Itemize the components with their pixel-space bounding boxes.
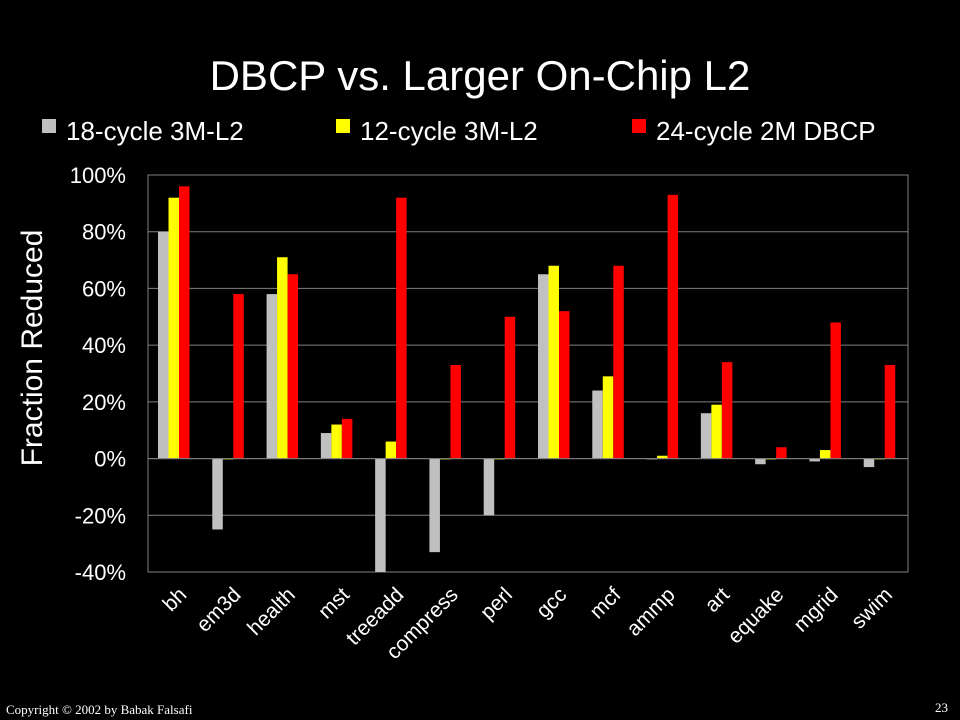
legend-label: 24-cycle 2M DBCP (656, 116, 876, 146)
bar-gcc-series-2 (548, 265, 559, 459)
bar-mst-series-3 (341, 418, 353, 459)
bar-health-series-3 (287, 274, 299, 459)
bar-bh-series-1 (158, 231, 169, 459)
bar-mgrid-series-1 (809, 458, 820, 462)
legend-label: 12-cycle 3M-L2 (360, 116, 538, 146)
y-tick-label: -20% (75, 503, 126, 528)
y-tick-label: 20% (82, 390, 126, 415)
bar-mst-series-1 (320, 433, 332, 459)
gridlines (148, 231, 908, 516)
bar-mgrid-series-2 (819, 450, 831, 459)
bar-art-series-3 (721, 362, 733, 459)
bar-gcc-series-1 (538, 274, 549, 459)
y-axis-title: Fraction Reduced (16, 230, 49, 467)
y-tick-label: 0% (94, 447, 126, 472)
bar-swim-series-3 (884, 364, 896, 459)
x-category-label: ammp (622, 583, 680, 641)
x-category-label: mcf (585, 583, 625, 623)
x-category-label: art (701, 583, 735, 617)
bar-mgrid-series-3 (830, 322, 841, 459)
y-tick-label: 80% (82, 220, 126, 245)
bar-em3d-series-3 (233, 294, 244, 459)
bar-bh-series-3 (179, 186, 190, 459)
bar-bh-series-2 (168, 197, 179, 459)
y-tick-label: -40% (75, 560, 126, 585)
x-category-label: bh (159, 583, 192, 616)
x-category-label: gcc (532, 583, 571, 622)
bar-mcf-series-2 (602, 376, 614, 459)
bar-health-series-1 (266, 294, 278, 459)
slide-title: DBCP vs. Larger On-Chip L2 (210, 52, 751, 99)
page-number: 23 (935, 700, 948, 715)
x-category-label: swim (847, 583, 897, 633)
legend: 18-cycle 3M-L2 12-cycle 3M-L2 24-cycle 2M … (42, 116, 876, 146)
bar-equake-series-3 (776, 447, 787, 459)
copyright: Copyright © 2002 by Babak Falsafi (6, 702, 193, 717)
bar-art-series-1 (700, 413, 712, 459)
plot-frame (147, 174, 909, 573)
legend-label: 18-cycle 3M-L2 (66, 116, 244, 146)
bar-health-series-2 (277, 257, 288, 459)
x-category-label: em3d (192, 583, 245, 636)
bar-treeadd-series-1 (375, 458, 386, 572)
bar-compress-series-1 (429, 458, 440, 553)
y-tick-label: 100% (70, 163, 126, 188)
bar-swim-series-1 (863, 458, 875, 468)
bar-perl-series-3 (504, 316, 516, 459)
bar-ammp-series-2 (657, 455, 668, 459)
bar-mcf-series-3 (613, 265, 624, 459)
x-category-label: equake (723, 583, 788, 648)
bar-mst-series-2 (331, 424, 342, 459)
bar-em3d-series-1 (212, 458, 223, 530)
legend-swatch (336, 119, 350, 133)
bar-treeadd-series-2 (385, 441, 397, 459)
y-tick-label: 60% (82, 276, 126, 301)
x-category-label: perl (476, 583, 517, 624)
bars (158, 186, 896, 572)
legend-swatch (42, 119, 56, 133)
bar-ammp-series-3 (667, 194, 679, 459)
bar-equake-series-1 (755, 458, 766, 465)
y-axis-ticks: 100% 80% 60% 40% 20% 0% -20% -40% (70, 163, 126, 585)
bar-art-series-2 (711, 404, 722, 459)
bar-treeadd-series-3 (396, 197, 407, 459)
bar-gcc-series-3 (559, 311, 570, 459)
x-category-label: mgrid (789, 583, 842, 636)
x-category-label: health (243, 583, 300, 640)
legend-swatch (632, 119, 646, 133)
bar-mcf-series-1 (592, 390, 603, 459)
x-category-label: mst (314, 583, 354, 623)
y-tick-label: 40% (82, 333, 126, 358)
bar-perl-series-1 (483, 458, 495, 516)
bar-compress-series-3 (450, 364, 461, 459)
